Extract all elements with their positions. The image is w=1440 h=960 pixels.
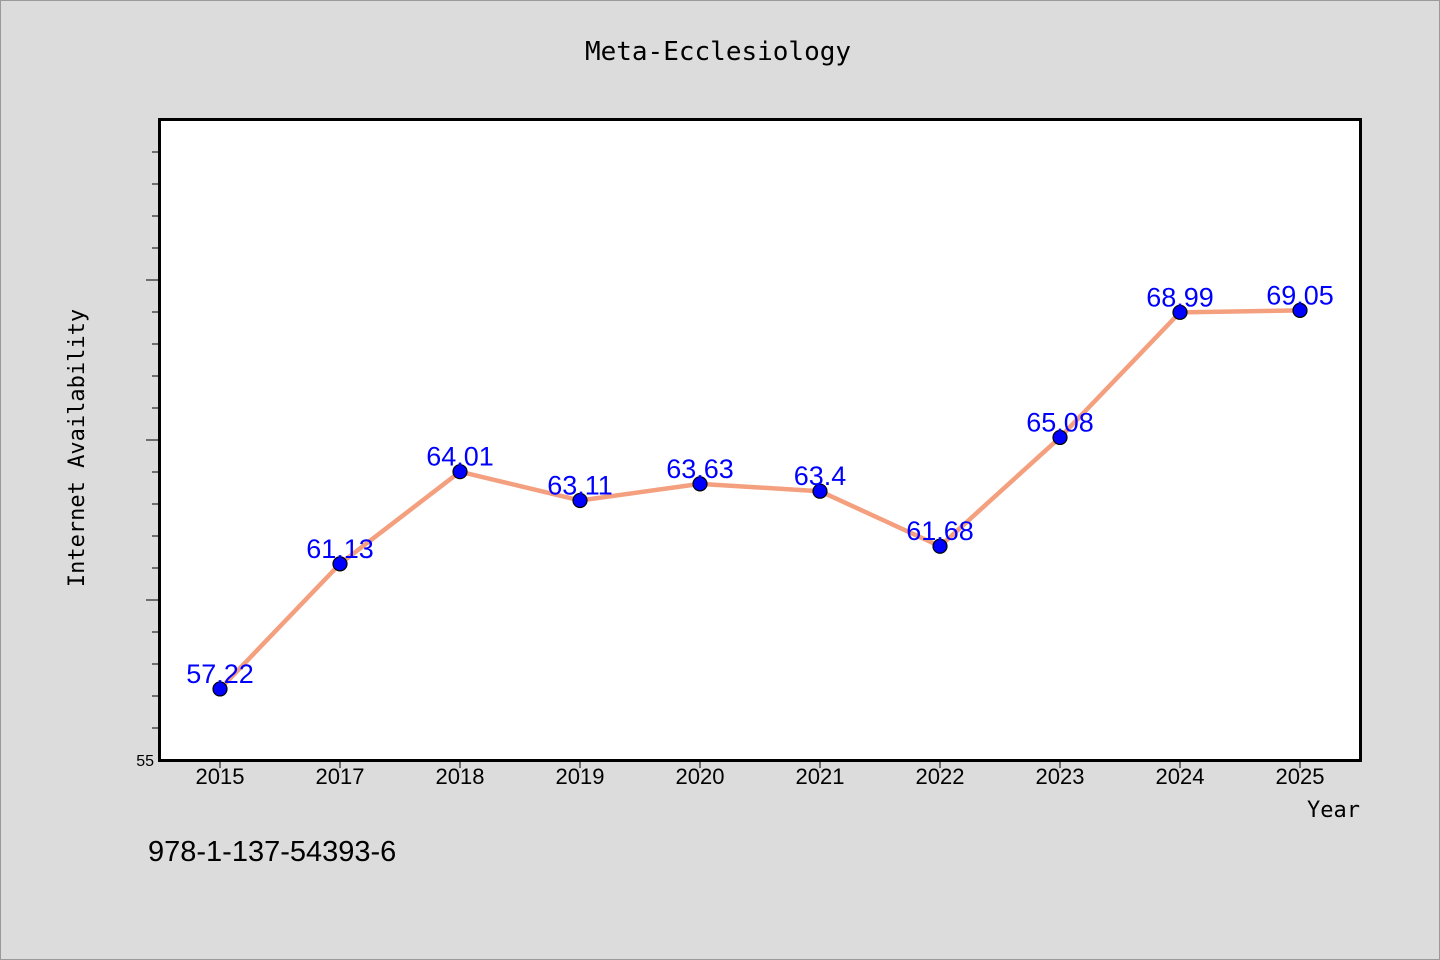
data-point-marker [572,492,588,509]
data-label: 65.08 [1026,407,1094,437]
x-tick-label: 2024 [1156,764,1205,789]
x-axis-ticks: 2015 2017 2018 2019 2020 2021 2022 2023 2024 2025 [196,761,1325,789]
data-markers [212,302,1308,697]
data-point-marker [1172,304,1188,320]
y-axis-ticks: 55 [136,151,159,770]
data-point-marker [332,556,348,572]
x-tick-label: 2021 [796,764,845,789]
data-point-marker [452,464,468,480]
data-labels: 57.22 61.13 64.01 63.11 63.63 63.4 61.68 65.08 6… [186,280,1334,689]
series-line-group [217,308,1303,692]
x-tick-label: 2019 [556,764,605,789]
data-label: 63.4 [794,461,847,491]
data-label: 61.13 [306,534,374,564]
data-label: 57.22 [186,659,254,689]
data-point-marker [692,476,708,492]
y-tick-label: 55 [136,753,154,770]
x-tick-label: 2015 [196,764,245,789]
data-label: 61.68 [906,516,974,546]
plot-area [158,118,1362,762]
x-axis-label: Year [1307,798,1360,823]
data-point-marker [1292,302,1308,318]
x-tick-label: 2020 [676,764,725,789]
series-line [217,308,1303,692]
data-label: 63.11 [547,470,613,500]
data-point-marker [932,538,948,554]
data-label: 69.05 [1266,280,1334,310]
x-tick-label: 2018 [436,764,485,789]
y-axis-label: Internet Availability [65,309,90,587]
x-tick-label: 2022 [916,764,965,789]
x-tick-label: 2025 [1276,764,1325,789]
chart-title: Meta-Ecclesiology [585,37,851,67]
data-label: 64.01 [426,442,494,472]
x-tick-label: 2017 [316,764,365,789]
data-label: 63.63 [666,454,734,484]
data-point-marker [1052,429,1068,446]
data-point-marker [212,681,228,697]
data-point-marker [812,483,828,499]
x-tick-label: 2023 [1036,764,1085,789]
data-label: 68.99 [1146,282,1214,312]
footnote-isbn: 978-1-137-54393-6 [148,836,397,868]
